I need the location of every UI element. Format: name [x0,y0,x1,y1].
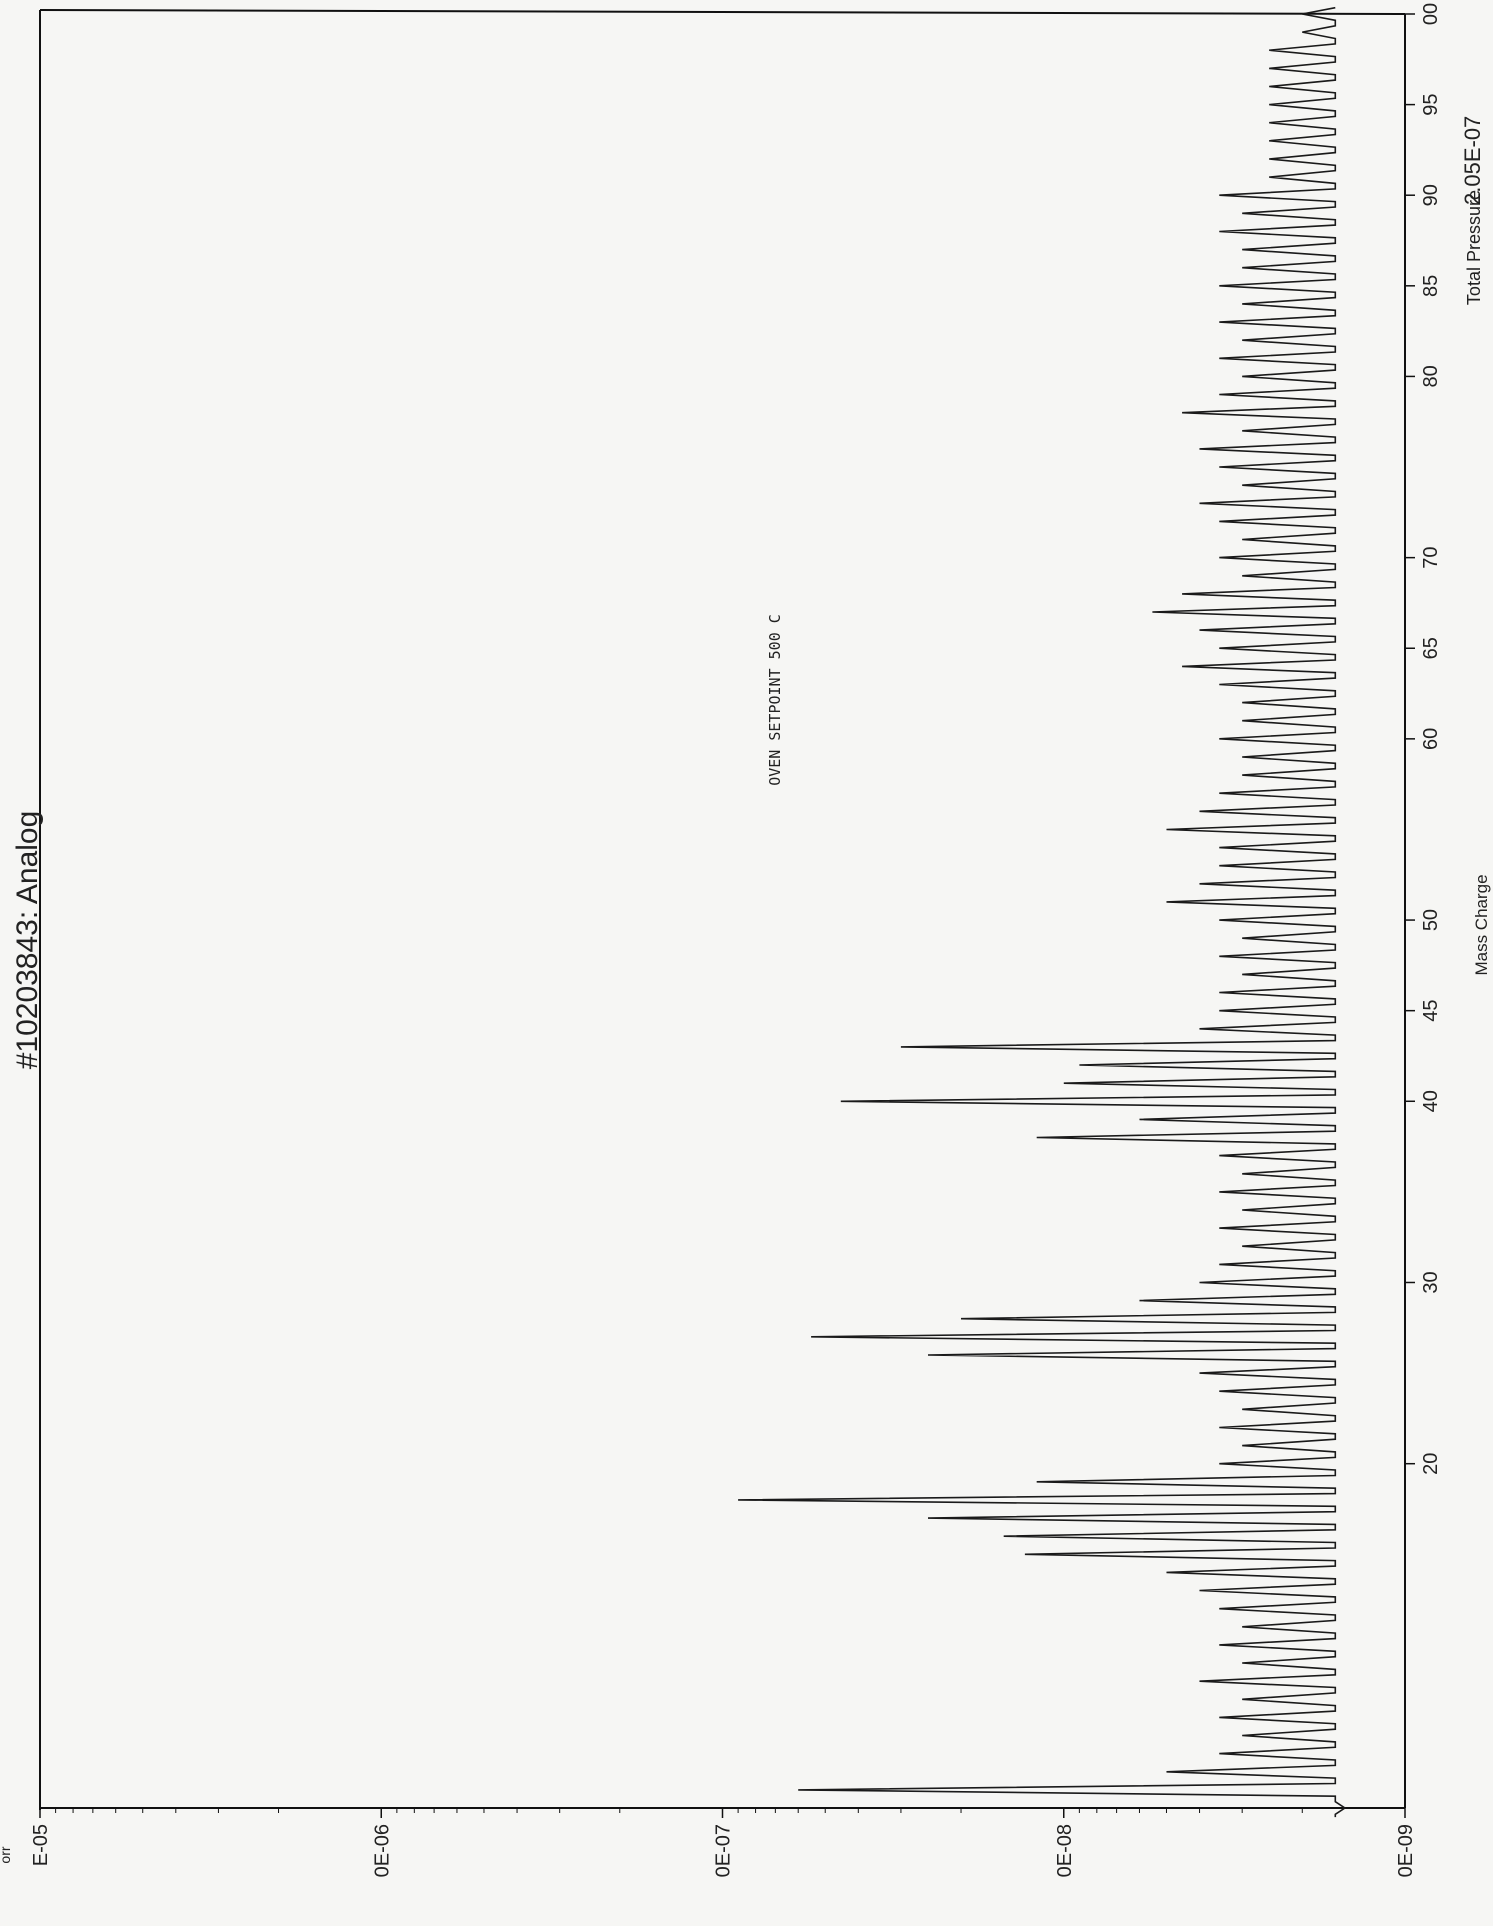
x-axis-label: Mass Charge [1472,874,1491,975]
y-axis-unit: orr [0,1846,13,1863]
x-tick-label: 00 [1420,3,1442,25]
x-axis: 20 30 40 45 50 60 65 70 80 85 90 95 00 [1405,3,1442,1475]
x-tick-label: 30 [1420,1271,1442,1293]
x-tick-label: 45 [1420,1000,1442,1022]
y-tick-label: 0E-07 [713,1824,735,1877]
x-tick-label: 90 [1420,184,1442,206]
x-tick-label: 65 [1420,637,1442,659]
annotation-oven-setpoint: OVEN SETPOINT 500 C [766,614,784,786]
y-tick-label: 0E-08 [1054,1824,1076,1877]
x-tick-label: 70 [1420,547,1442,569]
x-tick-label: 60 [1420,728,1442,750]
y-tick-label: 0E-09 [1395,1824,1417,1877]
x-tick-label: 40 [1420,1090,1442,1112]
x-tick-label: 80 [1420,365,1442,387]
y-axis: E-05 0E-06 0E-07 0E-08 0E-09 [30,1808,1417,1877]
x-tick-label: 20 [1420,1453,1442,1475]
frame-top [39,9,1406,15]
total-pressure-value: 2.05E-07 [1460,116,1485,205]
chart-title: #10203843: Analog [11,811,44,1070]
y-tick-label: E-05 [30,1824,52,1866]
y-tick-label: 0E-06 [371,1824,393,1877]
total-pressure-label: Total Pressure [1464,190,1484,305]
x-tick-label: 50 [1420,909,1442,931]
x-tick-label: 95 [1420,93,1442,115]
x-tick-label: 85 [1420,275,1442,297]
series-line [738,6,1347,1818]
